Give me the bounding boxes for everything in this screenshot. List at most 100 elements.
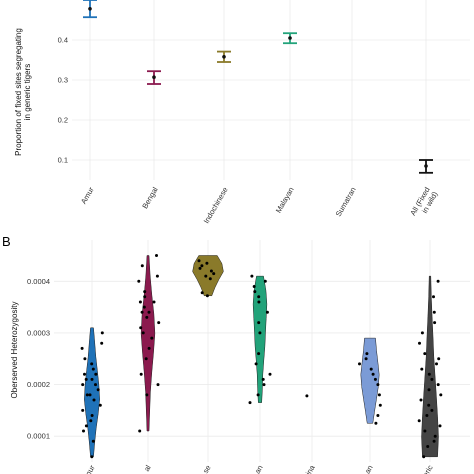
data-point bbox=[200, 291, 204, 295]
data-point bbox=[420, 331, 424, 335]
y-tick-label: 0.0002 bbox=[27, 380, 50, 389]
panel-a-grid bbox=[72, 0, 470, 180]
data-point bbox=[254, 362, 258, 366]
violin bbox=[80, 327, 104, 459]
data-point bbox=[253, 290, 257, 294]
data-point bbox=[257, 295, 261, 299]
errorbar bbox=[217, 50, 231, 63]
data-point bbox=[371, 372, 375, 376]
data-point bbox=[140, 310, 144, 314]
data-point bbox=[100, 331, 104, 335]
mean-point bbox=[288, 36, 292, 40]
data-point bbox=[268, 372, 272, 376]
data-point bbox=[94, 383, 97, 387]
data-point bbox=[257, 300, 261, 304]
data-point bbox=[91, 439, 95, 443]
data-point bbox=[82, 429, 85, 433]
errorbar bbox=[283, 32, 297, 45]
data-point bbox=[142, 305, 146, 309]
data-point bbox=[436, 279, 440, 283]
x-tick-label: ina bbox=[304, 463, 317, 474]
data-point bbox=[88, 393, 92, 397]
data-point bbox=[265, 310, 269, 314]
x-tick-label: Indochinese bbox=[202, 186, 230, 226]
data-point bbox=[152, 300, 156, 304]
panel-b-label: B bbox=[2, 234, 11, 249]
data-point bbox=[374, 421, 378, 425]
data-point bbox=[157, 321, 161, 325]
data-point bbox=[150, 336, 154, 340]
data-point bbox=[433, 321, 437, 325]
data-point bbox=[90, 377, 94, 381]
data-point bbox=[373, 377, 377, 381]
errorbar bbox=[83, 0, 97, 19]
violin-body bbox=[360, 337, 380, 424]
data-point bbox=[80, 346, 84, 350]
data-point bbox=[139, 372, 143, 376]
violin bbox=[417, 275, 443, 459]
data-point bbox=[369, 367, 373, 371]
data-point bbox=[423, 429, 427, 433]
mean-point bbox=[222, 55, 226, 59]
data-point bbox=[417, 419, 421, 423]
x-tick-label: an bbox=[253, 464, 265, 474]
data-point bbox=[305, 394, 309, 398]
data-point bbox=[143, 290, 147, 294]
data-point bbox=[418, 341, 421, 345]
panel-a-background bbox=[70, 0, 470, 185]
x-tick-label: Amur bbox=[79, 185, 96, 205]
data-point bbox=[138, 429, 142, 433]
panel-a-y-axis-label: Proportion of fixed sites segregating in … bbox=[14, 28, 32, 156]
x-tick-label: an bbox=[363, 464, 375, 474]
data-point bbox=[436, 383, 440, 387]
violin bbox=[305, 394, 309, 398]
data-point bbox=[423, 352, 427, 356]
data-point bbox=[435, 362, 438, 366]
data-point bbox=[378, 403, 382, 407]
data-point bbox=[427, 403, 431, 407]
panel-a-y-ticks: 0.1 0.2 0.3 0.4 bbox=[58, 36, 68, 165]
data-point bbox=[90, 362, 94, 366]
x-tick-label: All (Fixedin wild) bbox=[408, 185, 439, 222]
data-point bbox=[252, 285, 256, 288]
data-point bbox=[263, 279, 267, 283]
y-tick-label: 0.4 bbox=[58, 36, 68, 45]
data-point bbox=[261, 377, 265, 381]
data-point bbox=[98, 403, 102, 407]
mean-point bbox=[152, 75, 156, 79]
data-point bbox=[198, 266, 202, 270]
y-tick-label: 0.0001 bbox=[27, 432, 50, 441]
data-point bbox=[258, 331, 262, 335]
data-point bbox=[205, 294, 209, 298]
data-point bbox=[358, 362, 361, 366]
data-point bbox=[430, 377, 434, 381]
y-tick-label: 0.1 bbox=[58, 156, 68, 165]
y-axis-label-line: Proportion of fixed sites segregating bbox=[14, 28, 23, 156]
panel-b-y-ticks: 0.0001 0.0002 0.0003 0.0004 bbox=[27, 277, 50, 441]
data-point bbox=[377, 393, 381, 397]
data-point bbox=[433, 434, 437, 438]
data-point bbox=[439, 393, 443, 397]
data-point bbox=[212, 272, 216, 276]
data-point bbox=[432, 295, 435, 299]
data-point bbox=[145, 315, 149, 319]
data-point bbox=[91, 367, 95, 371]
panel-a-errorbars bbox=[83, 0, 433, 174]
data-point bbox=[209, 269, 213, 273]
data-point bbox=[250, 274, 254, 278]
panel-b-violins bbox=[80, 254, 443, 459]
data-point bbox=[92, 398, 96, 402]
violin bbox=[192, 255, 224, 298]
data-point bbox=[422, 455, 426, 459]
data-point bbox=[155, 254, 158, 257]
data-point bbox=[144, 357, 148, 361]
violin bbox=[137, 254, 161, 433]
data-point bbox=[83, 357, 87, 361]
data-point bbox=[96, 388, 100, 392]
errorbar bbox=[147, 70, 161, 85]
data-point bbox=[140, 264, 144, 268]
data-point bbox=[90, 455, 94, 459]
data-point bbox=[364, 357, 368, 361]
y-tick-label: 0.0003 bbox=[27, 328, 50, 337]
